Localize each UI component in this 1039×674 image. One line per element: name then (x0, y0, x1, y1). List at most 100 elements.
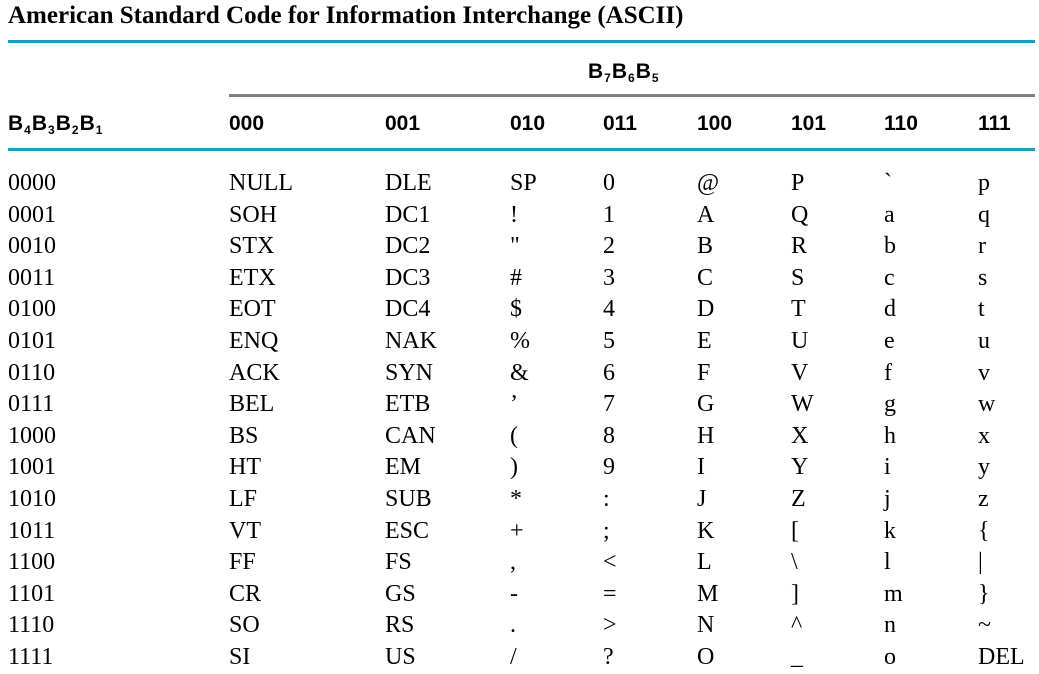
char-cell: FS (385, 549, 412, 576)
row-code-cell: 0110 (8, 359, 56, 386)
char-cell: SYN (385, 359, 434, 386)
char-cell: k (884, 517, 896, 544)
char-cell: a (884, 201, 895, 228)
char-cell: 7 (603, 391, 615, 418)
char-cell: E (697, 327, 712, 354)
char-cell: RS (385, 612, 415, 639)
char-cell: m (884, 580, 903, 607)
char-cell: L (697, 549, 712, 576)
char-cell: ETX (229, 264, 276, 291)
table-row: 1101 CR GS - = M] m} (8, 579, 1034, 611)
char-cell: p (978, 170, 990, 196)
char-cell: ! (510, 201, 518, 228)
bit-label-b4: B (8, 112, 24, 135)
char-cell: . (510, 612, 516, 639)
char-cell: o (884, 643, 896, 670)
char-cell: x (978, 422, 990, 449)
char-cell: < (603, 549, 617, 576)
table-row: 1110 SO RS. > N ^ n ~ (8, 610, 1034, 642)
char-cell: - (510, 580, 518, 607)
char-cell: LF (229, 485, 258, 512)
char-cell: 1 (603, 201, 615, 228)
char-cell: ? (603, 643, 614, 670)
char-cell: DEL (978, 643, 1025, 670)
char-cell: C (697, 264, 714, 291)
char-cell: D (697, 296, 715, 323)
char-cell: US (385, 643, 416, 670)
char-cell: ; (603, 517, 610, 544)
char-cell: , (510, 549, 516, 576)
char-cell: g (884, 391, 896, 418)
bit-subscript-4: 4 (24, 123, 31, 137)
char-cell: M (697, 580, 719, 607)
char-cell: O (697, 643, 715, 670)
row-code-cell: 1011 (8, 517, 56, 544)
char-cell: j (884, 485, 891, 512)
char-cell: 0 (603, 170, 615, 196)
row-code-cell: 1101 (8, 580, 56, 607)
char-cell: + (510, 517, 524, 544)
char-cell: : (603, 485, 610, 512)
group-header-rule (229, 94, 1035, 97)
char-cell: n (884, 612, 896, 639)
char-cell: c (884, 264, 895, 291)
char-cell: ) (510, 454, 518, 481)
char-cell: ETB (385, 391, 431, 418)
char-cell: 5 (603, 327, 615, 354)
char-cell: CR (229, 580, 262, 607)
row-code-cell: 0100 (8, 296, 56, 323)
char-cell: z (978, 485, 989, 512)
row-code-cell: 1100 (8, 549, 56, 576)
char-cell: VT (229, 517, 261, 544)
char-cell: \ (791, 549, 798, 576)
bit-subscript-1: 1 (95, 123, 103, 137)
char-cell: f (884, 359, 892, 386)
bit-label-b7: B (588, 60, 604, 83)
char-cell: b (884, 233, 896, 260)
char-cell: H (697, 422, 715, 449)
char-cell: FF (229, 549, 256, 576)
char-cell: # (510, 264, 522, 291)
char-cell: _ (791, 643, 803, 670)
char-cell: r (978, 233, 986, 260)
column-header: 110 (884, 112, 918, 135)
char-cell: T (791, 296, 806, 323)
char-cell: | (978, 549, 983, 576)
row-code-cell: 0011 (8, 264, 56, 291)
char-cell: Z (791, 485, 806, 512)
char-cell: EM (385, 454, 421, 481)
char-cell: SO (229, 612, 260, 639)
column-header: 000 (229, 112, 265, 135)
char-cell: G (697, 391, 715, 418)
column-header: 011 (603, 112, 637, 135)
char-cell: EOT (229, 296, 276, 323)
char-cell: 9 (603, 454, 615, 481)
bit-label-b6: B (611, 60, 628, 83)
char-cell: J (697, 485, 707, 512)
row-code-cell: 1001 (8, 454, 56, 481)
table-row: 1100 FF FS, < L \ l | (8, 547, 1034, 579)
char-cell: ] (791, 580, 799, 607)
char-cell: STX (229, 233, 275, 260)
top-rule (8, 40, 1035, 43)
char-cell: } (978, 580, 990, 607)
char-cell: R (791, 233, 808, 260)
column-header: 100 (697, 112, 733, 135)
char-cell: NAK (385, 327, 437, 354)
char-cell: ESC (385, 517, 430, 544)
char-cell: [ (791, 517, 799, 544)
bit-label-b5: B (635, 60, 651, 83)
char-cell: V (791, 359, 809, 386)
char-cell: NULL (229, 170, 293, 196)
bit-subscript-2: 2 (71, 123, 79, 137)
char-cell: ( (510, 422, 518, 449)
char-cell: h (884, 422, 896, 449)
char-cell: % (510, 327, 530, 354)
table-row: 0000 NULL DLE SP 0 @ P ` p (8, 168, 1034, 200)
char-cell: 4 (603, 296, 615, 323)
